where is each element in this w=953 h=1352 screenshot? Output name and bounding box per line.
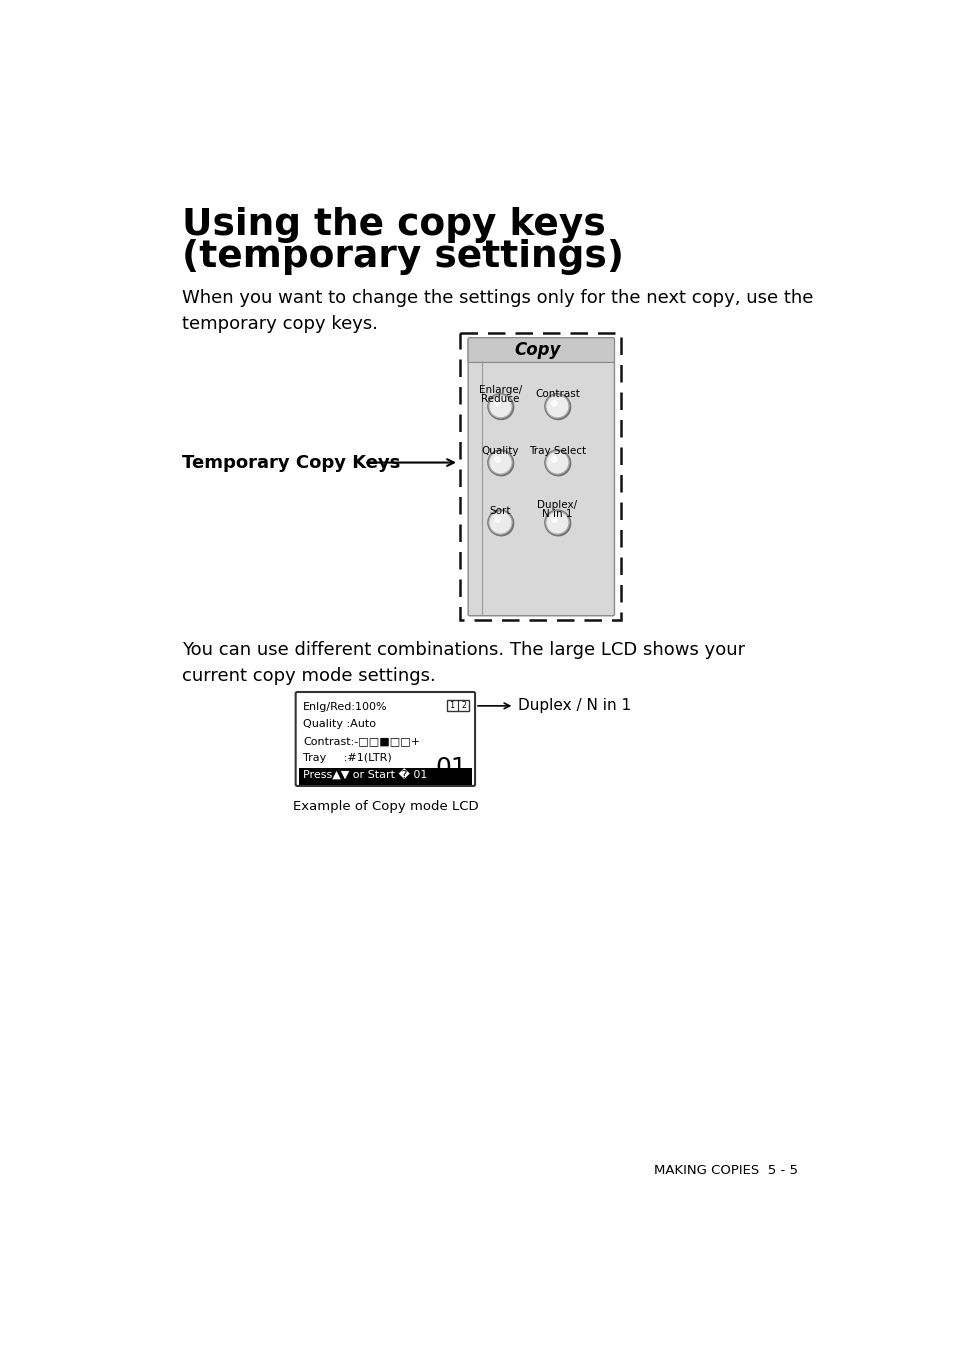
Circle shape	[545, 511, 568, 534]
FancyBboxPatch shape	[468, 338, 614, 615]
Text: Contrast:-□□■□□+: Contrast:-□□■□□+	[303, 735, 420, 746]
FancyBboxPatch shape	[295, 692, 475, 786]
Circle shape	[544, 393, 570, 419]
Text: Reduce: Reduce	[480, 393, 519, 404]
Bar	[298, 768, 472, 786]
Text: 01: 01	[436, 756, 467, 780]
Circle shape	[487, 450, 513, 476]
Circle shape	[550, 456, 558, 462]
Circle shape	[488, 510, 514, 537]
Text: Enlarge/: Enlarge/	[478, 385, 521, 395]
Text: Tray     :#1(LTR): Tray :#1(LTR)	[303, 753, 392, 763]
Circle shape	[544, 510, 570, 535]
Circle shape	[544, 510, 571, 537]
Text: Press▲▼ or Start � 01: Press▲▼ or Start � 01	[303, 769, 427, 781]
Text: Temporary Copy Keys: Temporary Copy Keys	[181, 453, 399, 472]
Circle shape	[488, 395, 512, 418]
Text: Duplex/: Duplex/	[537, 499, 577, 510]
Text: Sort: Sort	[489, 506, 511, 515]
Text: (temporary settings): (temporary settings)	[181, 239, 623, 276]
Text: When you want to change the settings only for the next copy, use the
temporary c: When you want to change the settings onl…	[181, 289, 812, 333]
Text: Using the copy keys: Using the copy keys	[181, 207, 605, 243]
Text: Tray Select: Tray Select	[528, 446, 585, 456]
Bar	[447, 700, 469, 711]
Circle shape	[544, 450, 571, 476]
Circle shape	[544, 450, 570, 476]
Text: Quality :Auto: Quality :Auto	[303, 719, 376, 729]
Text: Enlg/Red:100%: Enlg/Red:100%	[303, 702, 388, 713]
Text: Example of Copy mode LCD: Example of Copy mode LCD	[293, 800, 477, 813]
Circle shape	[488, 452, 512, 475]
Circle shape	[545, 452, 568, 475]
Text: 2: 2	[460, 700, 465, 710]
Text: 1: 1	[450, 700, 455, 710]
Text: MAKING COPIES  5 - 5: MAKING COPIES 5 - 5	[653, 1164, 797, 1178]
Text: Quality: Quality	[481, 446, 518, 456]
Circle shape	[544, 393, 571, 420]
Circle shape	[488, 511, 512, 534]
Circle shape	[488, 393, 514, 420]
Circle shape	[487, 510, 513, 535]
Circle shape	[494, 516, 500, 523]
Text: Copy: Copy	[514, 341, 560, 360]
Circle shape	[494, 456, 500, 462]
Circle shape	[487, 393, 513, 419]
Circle shape	[550, 516, 558, 523]
Circle shape	[494, 400, 500, 407]
Text: Contrast: Contrast	[535, 389, 579, 399]
FancyBboxPatch shape	[468, 338, 614, 362]
Text: N in 1: N in 1	[541, 508, 572, 519]
Text: Duplex / N in 1: Duplex / N in 1	[517, 699, 631, 714]
Text: You can use different combinations. The large LCD shows your
current copy mode s: You can use different combinations. The …	[181, 641, 744, 685]
Circle shape	[550, 400, 558, 407]
Circle shape	[488, 450, 514, 476]
Circle shape	[545, 395, 568, 418]
